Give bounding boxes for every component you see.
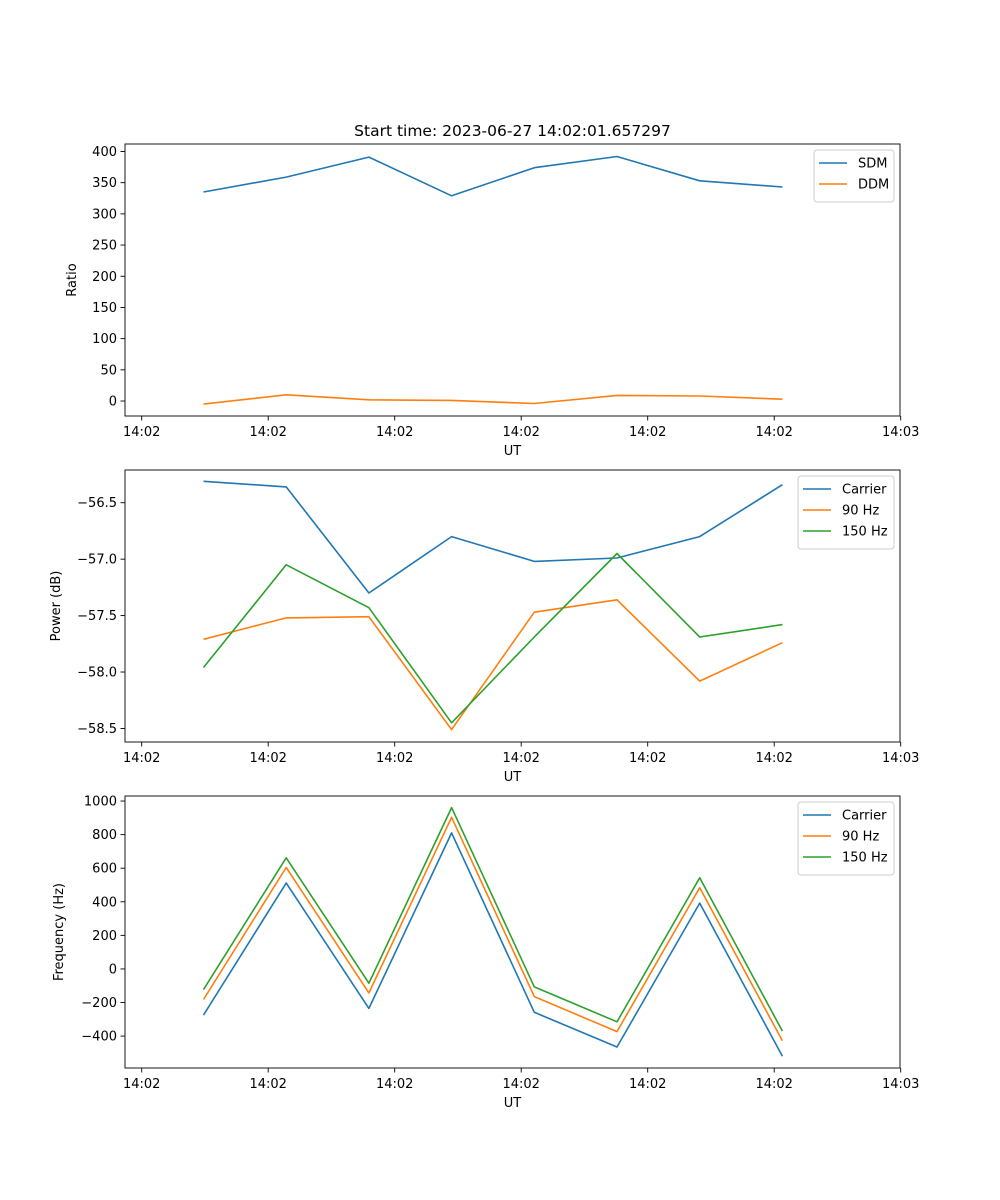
y-tick-label: 800: [92, 828, 117, 843]
plot-area: [125, 796, 900, 1068]
y-tick-label: 400: [92, 895, 117, 910]
axes-frame: [124, 469, 901, 743]
legend-label: Carrier: [842, 483, 887, 498]
x-tick-label: 14:02: [755, 751, 792, 766]
x-tick-label: 14:02: [249, 425, 286, 440]
series-line-carrier: [202, 832, 784, 1057]
series-line-90-hz: [203, 598, 783, 731]
series-line-90-hz: [202, 816, 784, 1042]
axes-frame: [124, 143, 901, 417]
legend-label: 90 Hz: [842, 830, 879, 845]
y-tick-label: 200: [92, 270, 117, 285]
legend-label: 90 Hz: [842, 504, 879, 519]
y-tick-label: 300: [92, 207, 117, 222]
panel-1: 14:02 14:02 14:02 14:02 14:02 14:02 14:03 0 50 10…: [65, 143, 919, 459]
x-axis-label: UT: [504, 1096, 522, 1111]
y-tick-label: 50: [100, 363, 117, 378]
x-tick-label: 14:02: [249, 1077, 286, 1092]
series-line-carrier: [203, 480, 783, 594]
x-tick-label: 14:02: [755, 425, 792, 440]
x-tick-label: 14:02: [376, 1077, 413, 1092]
panel-2: 14:02 14:02 14:02 14:02 14:02 14:02 14:03 −56.5…: [49, 469, 919, 785]
y-tick-label: 150: [92, 301, 117, 316]
y-tick-label: 100: [92, 332, 117, 347]
x-tick-label: 14:02: [629, 425, 666, 440]
x-tick-label: 14:03: [882, 751, 919, 766]
x-tick-label: 14:02: [629, 751, 666, 766]
legend-label: SDM: [858, 157, 887, 172]
x-tick-label: 14:02: [376, 425, 413, 440]
x-axis-label: UT: [504, 770, 522, 785]
y-tick-label: 200: [92, 929, 117, 944]
y-tick-label: 1000: [84, 795, 117, 810]
x-tick-label: 14:02: [123, 1077, 160, 1092]
x-tick-label: 14:03: [882, 1077, 919, 1092]
plot-area: [125, 470, 900, 742]
x-tick-label: 14:02: [502, 751, 539, 766]
series-line-sdm: [203, 155, 783, 197]
y-tick-label: 0: [109, 395, 117, 410]
x-tick-label: 14:02: [502, 425, 539, 440]
y-tick-label: −57.5: [77, 609, 117, 624]
legend: SDM DDM: [813, 149, 895, 203]
x-tick-label: 14:02: [755, 1077, 792, 1092]
legend: Carrier 90 Hz 150 Hz: [797, 475, 895, 550]
y-tick-label: −56.5: [77, 496, 117, 511]
x-tick-label: 14:02: [502, 1077, 539, 1092]
panel-3: 14:02 14:02 14:02 14:02 14:02 14:02 14:03 −400 −…: [52, 795, 919, 1111]
x-tick-label: 14:02: [123, 751, 160, 766]
y-axis-label: Power (dB): [49, 571, 64, 642]
y-tick-label: 250: [92, 239, 117, 254]
y-tick-label: −57.0: [77, 553, 117, 568]
x-tick-label: 14:02: [629, 1077, 666, 1092]
x-tick-label: 14:02: [249, 751, 286, 766]
series-line-150-hz: [202, 552, 783, 724]
panels: 14:02 14:02 14:02 14:02 14:02 14:02 14:03 0 50 10…: [49, 143, 919, 1111]
y-tick-label: 600: [92, 862, 117, 877]
x-tick-label: 14:02: [123, 425, 160, 440]
y-tick-label: 0: [109, 962, 117, 977]
legend-label: 150 Hz: [842, 525, 888, 540]
y-axis-label: Ratio: [65, 263, 80, 296]
axes-frame: [124, 795, 901, 1069]
legend-label: DDM: [858, 178, 889, 193]
y-tick-label: 400: [92, 145, 117, 160]
x-tick-label: 14:03: [882, 425, 919, 440]
y-tick-label: 350: [92, 176, 117, 191]
x-axis-label: UT: [504, 444, 522, 459]
y-tick-label: −58.5: [77, 722, 117, 737]
series-line-ddm: [203, 393, 783, 405]
x-tick-label: 14:02: [376, 751, 413, 766]
legend: Carrier 90 Hz 150 Hz: [797, 801, 895, 876]
legend-label: 150 Hz: [842, 851, 888, 866]
y-tick-label: −400: [81, 1030, 117, 1045]
legend-label: Carrier: [842, 809, 887, 824]
y-tick-label: −200: [81, 996, 117, 1011]
y-tick-label: −58.0: [77, 666, 117, 681]
plot-area: [125, 144, 900, 416]
figure-title: Start time: 2023-06-27 14:02:01.657297: [354, 122, 671, 140]
y-axis-label: Frequency (Hz): [52, 883, 67, 981]
series-line-150-hz: [202, 806, 784, 1032]
